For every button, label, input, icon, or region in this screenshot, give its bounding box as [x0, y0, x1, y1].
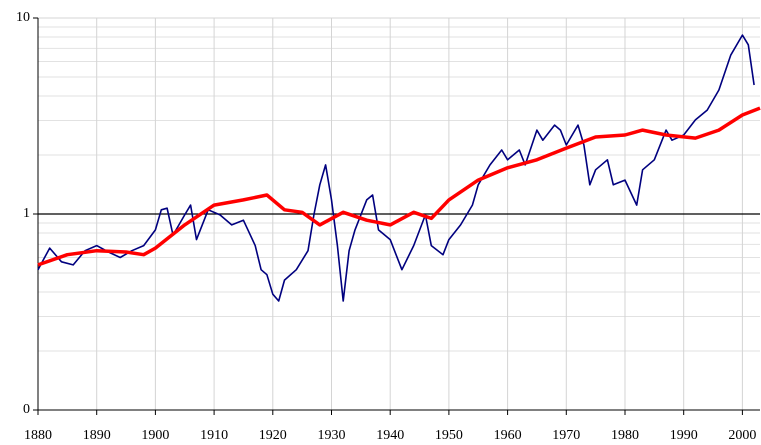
x-tick-label: 1960 [494, 428, 522, 443]
x-tick-label: 1950 [435, 428, 463, 443]
x-tick-label: 1880 [24, 428, 52, 443]
y-tick-label: 0 [23, 402, 30, 417]
x-tick-label: 1940 [376, 428, 404, 443]
y-tick-label: 10 [16, 10, 30, 25]
x-tick-label: 1930 [317, 428, 345, 443]
y-tick-label: 1 [23, 206, 30, 221]
x-tick-label: 1910 [200, 428, 228, 443]
x-tick-label: 1890 [83, 428, 111, 443]
series-line [37, 106, 761, 267]
x-tick-label: 2000 [728, 428, 756, 443]
x-tick-label: 1920 [259, 428, 287, 443]
x-tick-label: 1980 [611, 428, 639, 443]
x-tick-label: 1900 [141, 428, 169, 443]
x-tick-label: 1970 [552, 428, 580, 443]
series-line [37, 34, 755, 302]
x-tick-label: 1990 [670, 428, 698, 443]
